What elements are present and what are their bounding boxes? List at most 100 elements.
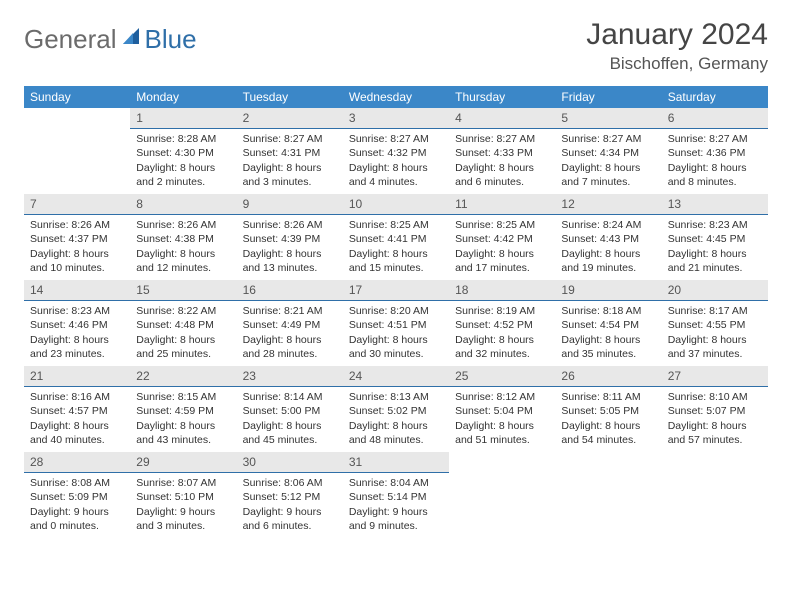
calendar-day-cell: 7Sunrise: 8:26 AMSunset: 4:37 PMDaylight… [24, 194, 130, 280]
sunrise-text: Sunrise: 8:15 AM [136, 390, 230, 404]
calendar-day-cell: 8Sunrise: 8:26 AMSunset: 4:38 PMDaylight… [130, 194, 236, 280]
day-number: 9 [237, 194, 343, 215]
sunrise-text: Sunrise: 8:20 AM [349, 304, 443, 318]
sunset-text: Sunset: 4:33 PM [455, 146, 549, 160]
weekday-header: Tuesday [237, 86, 343, 108]
sunrise-text: Sunrise: 8:23 AM [30, 304, 124, 318]
calendar-day-cell: 10Sunrise: 8:25 AMSunset: 4:41 PMDayligh… [343, 194, 449, 280]
day-number: 6 [662, 108, 768, 129]
day-details: Sunrise: 8:14 AMSunset: 5:00 PMDaylight:… [237, 387, 343, 451]
day-details: Sunrise: 8:04 AMSunset: 5:14 PMDaylight:… [343, 473, 449, 537]
weekday-header-row: Sunday Monday Tuesday Wednesday Thursday… [24, 86, 768, 108]
day-number: 23 [237, 366, 343, 387]
weekday-header: Friday [555, 86, 661, 108]
day-number: 11 [449, 194, 555, 215]
sunrise-text: Sunrise: 8:07 AM [136, 476, 230, 490]
day-number: 29 [130, 452, 236, 473]
weekday-header: Thursday [449, 86, 555, 108]
sunrise-text: Sunrise: 8:17 AM [668, 304, 762, 318]
sunset-text: Sunset: 4:51 PM [349, 318, 443, 332]
sunrise-text: Sunrise: 8:16 AM [30, 390, 124, 404]
calendar-day-cell: 16Sunrise: 8:21 AMSunset: 4:49 PMDayligh… [237, 280, 343, 366]
day-number: 14 [24, 280, 130, 301]
calendar-day-cell: 22Sunrise: 8:15 AMSunset: 4:59 PMDayligh… [130, 366, 236, 452]
sunrise-text: Sunrise: 8:18 AM [561, 304, 655, 318]
day-details: Sunrise: 8:26 AMSunset: 4:37 PMDaylight:… [24, 215, 130, 279]
day-number: 19 [555, 280, 661, 301]
sunset-text: Sunset: 5:12 PM [243, 490, 337, 504]
day-number [662, 452, 768, 456]
day-details: Sunrise: 8:16 AMSunset: 4:57 PMDaylight:… [24, 387, 130, 451]
sunrise-text: Sunrise: 8:26 AM [243, 218, 337, 232]
calendar-day-cell: 27Sunrise: 8:10 AMSunset: 5:07 PMDayligh… [662, 366, 768, 452]
calendar-week-row: 28Sunrise: 8:08 AMSunset: 5:09 PMDayligh… [24, 452, 768, 538]
daylight-text: Daylight: 8 hours and 35 minutes. [561, 333, 655, 361]
day-details: Sunrise: 8:27 AMSunset: 4:32 PMDaylight:… [343, 129, 449, 193]
day-details: Sunrise: 8:23 AMSunset: 4:46 PMDaylight:… [24, 301, 130, 365]
logo-sail-icon [121, 26, 143, 53]
calendar-day-cell: 11Sunrise: 8:25 AMSunset: 4:42 PMDayligh… [449, 194, 555, 280]
sunset-text: Sunset: 4:37 PM [30, 232, 124, 246]
sunset-text: Sunset: 5:00 PM [243, 404, 337, 418]
daylight-text: Daylight: 8 hours and 37 minutes. [668, 333, 762, 361]
sunset-text: Sunset: 5:04 PM [455, 404, 549, 418]
day-details: Sunrise: 8:08 AMSunset: 5:09 PMDaylight:… [24, 473, 130, 537]
weekday-header: Monday [130, 86, 236, 108]
sunrise-text: Sunrise: 8:04 AM [349, 476, 443, 490]
day-details: Sunrise: 8:07 AMSunset: 5:10 PMDaylight:… [130, 473, 236, 537]
daylight-text: Daylight: 8 hours and 3 minutes. [243, 161, 337, 189]
sunset-text: Sunset: 4:59 PM [136, 404, 230, 418]
calendar-day-cell: 24Sunrise: 8:13 AMSunset: 5:02 PMDayligh… [343, 366, 449, 452]
sunrise-text: Sunrise: 8:27 AM [561, 132, 655, 146]
day-number: 12 [555, 194, 661, 215]
calendar-day-cell: 4Sunrise: 8:27 AMSunset: 4:33 PMDaylight… [449, 108, 555, 194]
sunset-text: Sunset: 5:10 PM [136, 490, 230, 504]
calendar-day-cell: 1Sunrise: 8:28 AMSunset: 4:30 PMDaylight… [130, 108, 236, 194]
day-number: 17 [343, 280, 449, 301]
calendar-day-cell: 19Sunrise: 8:18 AMSunset: 4:54 PMDayligh… [555, 280, 661, 366]
daylight-text: Daylight: 8 hours and 6 minutes. [455, 161, 549, 189]
sunrise-text: Sunrise: 8:27 AM [668, 132, 762, 146]
day-details: Sunrise: 8:25 AMSunset: 4:42 PMDaylight:… [449, 215, 555, 279]
day-details: Sunrise: 8:23 AMSunset: 4:45 PMDaylight:… [662, 215, 768, 279]
sunrise-text: Sunrise: 8:24 AM [561, 218, 655, 232]
day-number: 5 [555, 108, 661, 129]
day-details: Sunrise: 8:27 AMSunset: 4:31 PMDaylight:… [237, 129, 343, 193]
daylight-text: Daylight: 9 hours and 6 minutes. [243, 505, 337, 533]
calendar-day-cell: 20Sunrise: 8:17 AMSunset: 4:55 PMDayligh… [662, 280, 768, 366]
sunset-text: Sunset: 4:45 PM [668, 232, 762, 246]
sunrise-text: Sunrise: 8:28 AM [136, 132, 230, 146]
day-number: 16 [237, 280, 343, 301]
calendar-day-cell: 17Sunrise: 8:20 AMSunset: 4:51 PMDayligh… [343, 280, 449, 366]
daylight-text: Daylight: 9 hours and 0 minutes. [30, 505, 124, 533]
day-details: Sunrise: 8:11 AMSunset: 5:05 PMDaylight:… [555, 387, 661, 451]
sunrise-text: Sunrise: 8:25 AM [455, 218, 549, 232]
daylight-text: Daylight: 8 hours and 28 minutes. [243, 333, 337, 361]
day-number: 25 [449, 366, 555, 387]
sunset-text: Sunset: 4:48 PM [136, 318, 230, 332]
calendar-day-cell: 31Sunrise: 8:04 AMSunset: 5:14 PMDayligh… [343, 452, 449, 538]
daylight-text: Daylight: 8 hours and 40 minutes. [30, 419, 124, 447]
daylight-text: Daylight: 8 hours and 7 minutes. [561, 161, 655, 189]
day-number [555, 452, 661, 456]
sunrise-text: Sunrise: 8:23 AM [668, 218, 762, 232]
day-number: 13 [662, 194, 768, 215]
day-number: 10 [343, 194, 449, 215]
weekday-header: Saturday [662, 86, 768, 108]
sunrise-text: Sunrise: 8:13 AM [349, 390, 443, 404]
calendar-day-cell: 6Sunrise: 8:27 AMSunset: 4:36 PMDaylight… [662, 108, 768, 194]
daylight-text: Daylight: 9 hours and 9 minutes. [349, 505, 443, 533]
calendar-day-cell: 13Sunrise: 8:23 AMSunset: 4:45 PMDayligh… [662, 194, 768, 280]
title-block: January 2024 Bischoffen, Germany [586, 18, 768, 74]
sunset-text: Sunset: 5:09 PM [30, 490, 124, 504]
calendar-day-cell: 14Sunrise: 8:23 AMSunset: 4:46 PMDayligh… [24, 280, 130, 366]
calendar-table: Sunday Monday Tuesday Wednesday Thursday… [24, 86, 768, 538]
sunrise-text: Sunrise: 8:27 AM [455, 132, 549, 146]
daylight-text: Daylight: 8 hours and 12 minutes. [136, 247, 230, 275]
day-details: Sunrise: 8:26 AMSunset: 4:38 PMDaylight:… [130, 215, 236, 279]
sunset-text: Sunset: 4:32 PM [349, 146, 443, 160]
sunrise-text: Sunrise: 8:25 AM [349, 218, 443, 232]
day-number [449, 452, 555, 456]
logo-text-general: General [24, 24, 117, 55]
daylight-text: Daylight: 8 hours and 2 minutes. [136, 161, 230, 189]
